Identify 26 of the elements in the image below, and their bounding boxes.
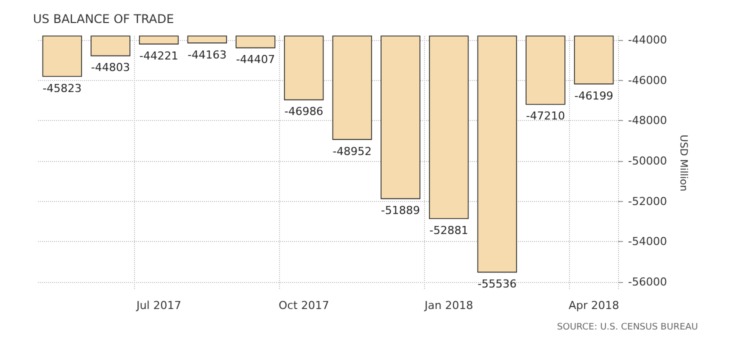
data-label: -51889 <box>381 204 420 218</box>
x-tick-label: Apr 2018 <box>568 299 620 312</box>
y-tick-label: -52000 <box>628 194 667 208</box>
y-tick-label: -44000 <box>628 34 667 47</box>
y-tick-label: -54000 <box>628 235 667 248</box>
data-label: -44803 <box>91 61 130 74</box>
x-tick-label: Jan 2018 <box>424 299 474 312</box>
data-label: -47210 <box>526 110 565 123</box>
y-tick-label: -48000 <box>628 114 667 128</box>
data-label: -44163 <box>188 48 227 62</box>
data-label: -46199 <box>574 89 614 102</box>
source-note: SOURCE: U.S. CENSUS BUREAU <box>557 322 698 332</box>
data-label: -45823 <box>42 82 82 95</box>
chart-title: US BALANCE OF TRADE <box>33 12 174 26</box>
x-tick-label: Oct 2017 <box>278 299 330 312</box>
data-label: -44221 <box>139 49 178 62</box>
data-label: -46986 <box>284 105 324 118</box>
data-label: -55536 <box>478 278 517 291</box>
x-tick-label: Jul 2017 <box>135 299 182 312</box>
y-tick-label: -56000 <box>628 275 667 288</box>
data-label: -44407 <box>236 53 275 66</box>
data-label: -48952 <box>332 144 372 158</box>
data-label: -52881 <box>429 224 468 238</box>
y-tick-label: -50000 <box>628 154 667 168</box>
y-tick-label: -46000 <box>628 74 667 87</box>
y-axis-title: USD Million <box>677 134 688 192</box>
